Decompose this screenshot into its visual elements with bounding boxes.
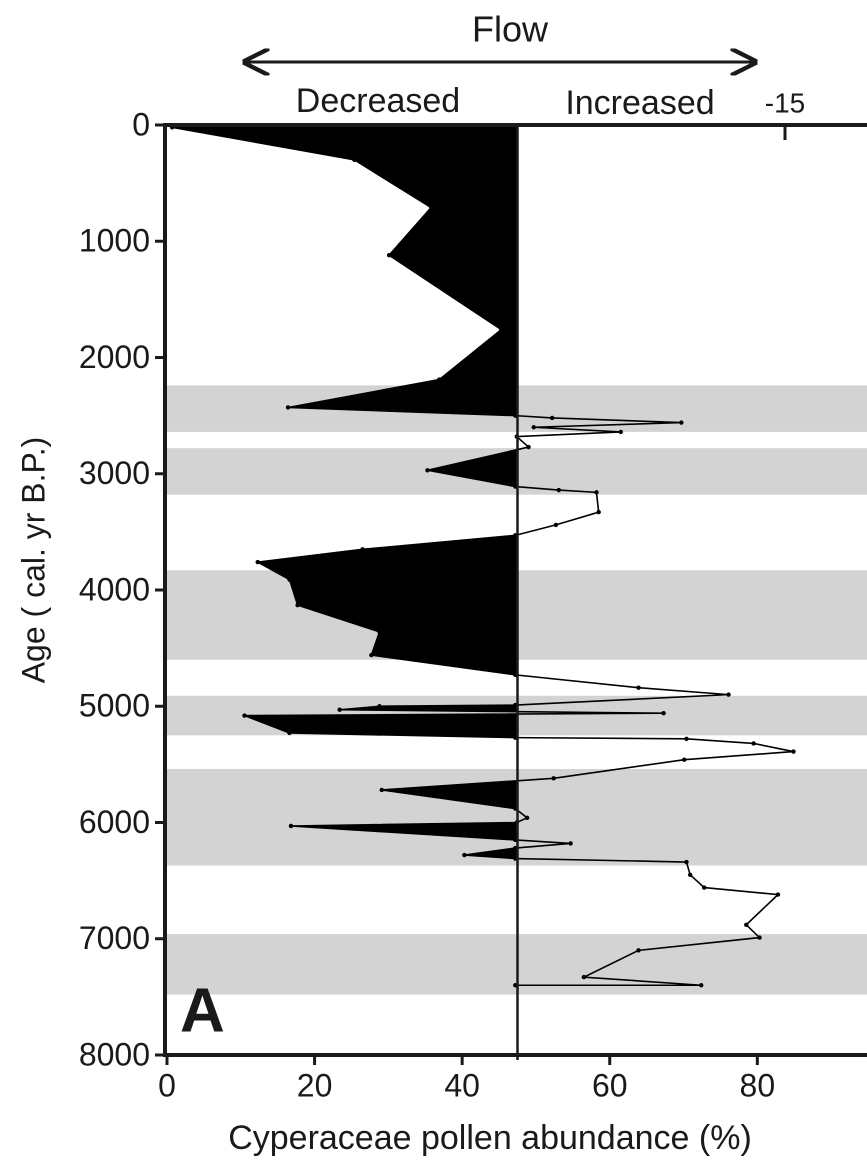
- increased-label: Increased: [565, 84, 714, 122]
- x-tick-label: 60: [592, 1067, 628, 1103]
- data-point: [757, 935, 762, 940]
- data-point: [581, 974, 587, 980]
- data-point: [285, 405, 291, 410]
- data-point: [682, 757, 687, 762]
- data-point: [568, 841, 573, 846]
- data-point: [618, 429, 624, 435]
- abundance-line: [172, 126, 794, 987]
- data-point: [775, 892, 781, 897]
- y-axis-label: Age ( cal. yr B.P.): [15, 437, 51, 684]
- y-tick-label: 0: [132, 106, 150, 142]
- x-tick-label: 80: [740, 1067, 776, 1103]
- data-point: [377, 629, 382, 635]
- x-tick-label: 20: [297, 1067, 333, 1103]
- data-point: [386, 253, 392, 258]
- data-point: [596, 509, 601, 515]
- data-point: [791, 749, 796, 754]
- data-point: [242, 713, 247, 718]
- data-point: [684, 859, 689, 865]
- data-point: [287, 730, 292, 736]
- data-point: [425, 468, 430, 473]
- data-point: [551, 776, 556, 781]
- data-point: [687, 872, 693, 878]
- x-tick-label: 40: [444, 1067, 480, 1103]
- data-point: [594, 490, 599, 495]
- data-point: [360, 547, 365, 552]
- data-point: [369, 652, 374, 658]
- data-point: [556, 487, 562, 493]
- data-point: [288, 823, 294, 829]
- data-point: [337, 707, 342, 712]
- data-point: [701, 885, 707, 890]
- y-tick-label: 4000: [79, 571, 150, 607]
- y-tick-label: 3000: [79, 455, 150, 491]
- data-point: [751, 741, 756, 746]
- data-point: [553, 522, 559, 528]
- data-point: [684, 736, 689, 741]
- plot-area: [167, 125, 796, 1060]
- data-point: [428, 205, 434, 210]
- data-point: [549, 415, 555, 421]
- top-tick-label: -15: [765, 87, 805, 118]
- decreased-label: Decreased: [296, 82, 460, 120]
- flow-label: Flow: [472, 9, 549, 50]
- y-tick-label: 5000: [79, 688, 150, 724]
- data-point: [499, 327, 504, 332]
- y-tick-label: 1000: [79, 223, 150, 259]
- data-point: [531, 425, 536, 430]
- x-tick-label: 0: [158, 1067, 176, 1103]
- data-point: [636, 948, 641, 953]
- data-point: [699, 983, 704, 988]
- y-tick-label: 6000: [79, 804, 150, 840]
- data-point: [524, 815, 530, 821]
- data-point: [462, 852, 467, 858]
- data-point: [295, 602, 300, 608]
- y-tick-label: 7000: [79, 920, 150, 956]
- data-point: [636, 685, 641, 690]
- x-axis-label: Cyperaceae pollen abundance (%): [228, 1119, 752, 1157]
- data-point: [661, 711, 666, 716]
- y-tick-label: 8000: [79, 1036, 150, 1072]
- data-point: [255, 559, 260, 565]
- data-point: [526, 444, 531, 450]
- data-point: [437, 377, 442, 382]
- decreased-fill: [167, 125, 518, 986]
- data-point: [287, 577, 292, 582]
- data-point: [377, 704, 382, 709]
- data-point: [379, 787, 384, 793]
- panel-label: A: [180, 976, 225, 1045]
- y-tick-label: 2000: [79, 339, 150, 375]
- data-point: [744, 922, 749, 927]
- data-point: [352, 157, 357, 163]
- data-point: [726, 692, 731, 697]
- data-point: [679, 420, 684, 425]
